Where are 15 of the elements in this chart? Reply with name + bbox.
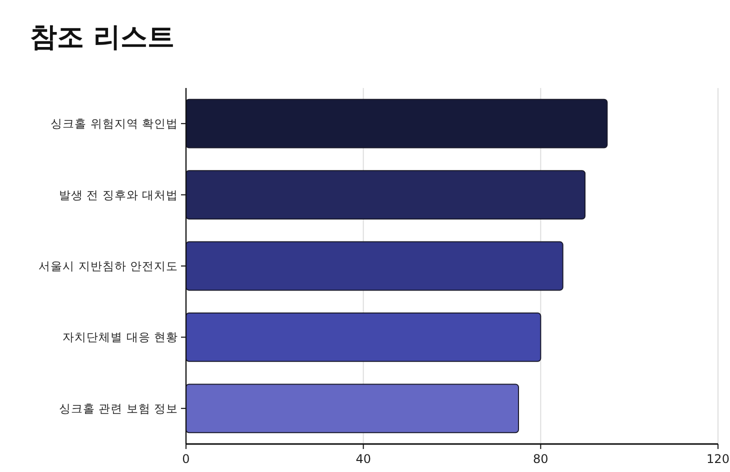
x-tick-label: 120 [706, 452, 730, 466]
bar [186, 241, 564, 291]
bar [186, 312, 542, 362]
bar [186, 98, 608, 148]
bar [186, 170, 586, 220]
y-tick-label: 자치단체별 대응 현황 [62, 330, 178, 344]
chart-title: 참조 리스트 [30, 22, 174, 53]
y-tick-label: 발생 전 징후와 대처법 [59, 188, 178, 202]
y-tick-label: 서울시 지반침하 안전지도 [38, 259, 178, 273]
x-tick-label: 40 [356, 452, 371, 466]
x-tick-label: 80 [533, 452, 548, 466]
bar [186, 384, 519, 434]
y-tick-label: 싱크홀 위험지역 확인법 [50, 116, 178, 131]
x-tick-label: 0 [182, 452, 190, 466]
y-tick-label: 싱크홀 관련 보험 정보 [59, 401, 178, 416]
